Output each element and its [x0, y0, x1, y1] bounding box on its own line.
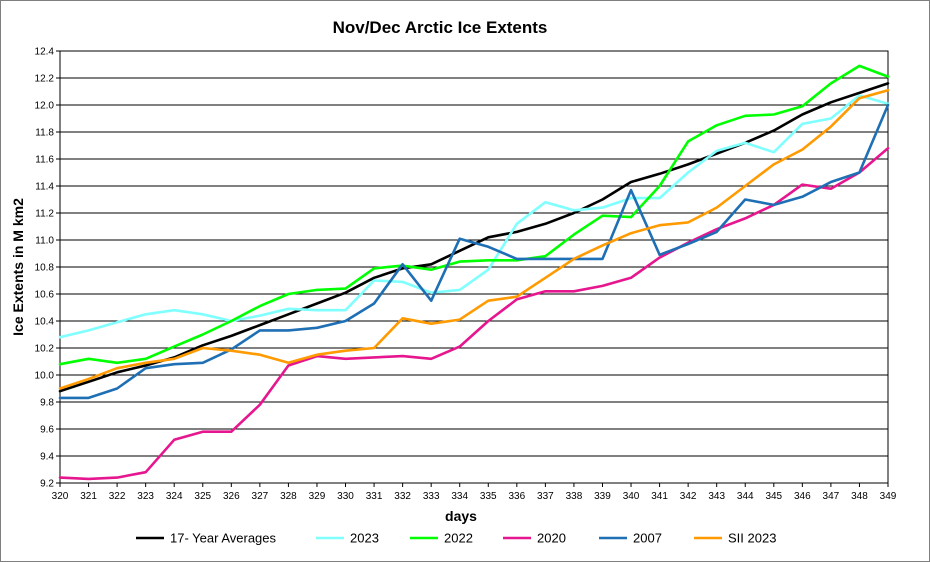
x-tick-label: 332 [394, 491, 411, 502]
y-axis-ticks: 9.2 9.4 9.6 9.8 10.0 10.2 10.4 10.6 10.8 11.0 11.2… [35, 47, 60, 490]
x-tick-label: 328 [280, 491, 297, 502]
x-tick-label: 338 [566, 491, 583, 502]
x-tick-label: 333 [423, 491, 440, 502]
x-tick-label: 349 [880, 491, 897, 502]
x-tick-label: 341 [651, 491, 668, 502]
legend-label: SII 2023 [728, 531, 776, 546]
x-tick-label: 334 [451, 491, 468, 502]
y-tick-label: 10.6 [35, 290, 55, 301]
y-tick-label: 11.0 [35, 236, 54, 247]
x-tick-label: 343 [708, 491, 725, 502]
x-tick-label: 347 [823, 491, 840, 502]
series-line-2007 [58, 103, 890, 400]
x-tick-label: 329 [309, 491, 326, 502]
x-tick-label: 340 [623, 491, 640, 502]
y-tick-label: 10.2 [35, 344, 55, 355]
y-tick-label: 9.4 [40, 452, 54, 463]
y-tick-label: 12.0 [35, 101, 55, 112]
x-axis-ticks: 320 321 322 323 324 325 326 327 328 329 330 331 332 3… [52, 483, 897, 502]
y-tick-label: 12.4 [35, 47, 55, 58]
x-tick-label: 324 [166, 491, 183, 502]
x-tick-label: 342 [680, 491, 697, 502]
x-tick-label: 327 [252, 491, 269, 502]
series-line-2020 [58, 146, 890, 481]
y-tick-label: 11.2 [35, 209, 54, 220]
legend: 17- Year Averages 2023 2022 2020 2007 SII 202… [136, 531, 776, 546]
x-tick-label: 322 [109, 491, 126, 502]
x-tick-label: 348 [851, 491, 868, 502]
x-tick-label: 344 [737, 491, 754, 502]
x-tick-label: 336 [508, 491, 525, 502]
x-tick-label: 320 [52, 491, 69, 502]
x-tick-label: 337 [537, 491, 554, 502]
y-tick-label: 10.4 [35, 317, 55, 328]
y-tick-label: 9.6 [40, 425, 54, 436]
y-tick-label: 12.2 [35, 74, 55, 85]
y-tick-label: 11.8 [35, 128, 54, 139]
series-line-2022 [58, 64, 890, 366]
y-tick-label: 10.8 [35, 263, 55, 274]
y-axis-label: Ice Extents in M km2 [10, 198, 26, 336]
x-tick-label: 346 [794, 491, 811, 502]
chart-title: Nov/Dec Arctic Ice Extents [333, 18, 548, 37]
x-tick-label: 331 [366, 491, 383, 502]
x-tick-label: 321 [80, 491, 97, 502]
y-tick-label: 10.0 [35, 371, 55, 382]
legend-label: 2007 [633, 531, 662, 546]
x-axis-label: days [445, 508, 477, 524]
legend-label: 2022 [444, 531, 473, 546]
x-tick-label: 326 [223, 491, 240, 502]
legend-label: 2020 [537, 531, 566, 546]
x-tick-label: 335 [480, 491, 497, 502]
x-tick-label: 330 [337, 491, 354, 502]
x-tick-label: 345 [765, 491, 782, 502]
x-tick-label: 325 [194, 491, 211, 502]
legend-label: 17- Year Averages [170, 531, 277, 546]
y-tick-label: 11.6 [35, 155, 54, 166]
series-line-sii-2023 [58, 88, 890, 390]
legend-label: 2023 [350, 531, 379, 546]
y-tick-label: 9.2 [40, 479, 54, 490]
series-line-2023 [58, 94, 890, 339]
y-tick-label: 11.4 [35, 182, 54, 193]
y-tick-label: 9.8 [40, 398, 54, 409]
x-tick-label: 323 [137, 491, 154, 502]
series-lines [58, 64, 890, 481]
x-tick-label: 339 [594, 491, 611, 502]
